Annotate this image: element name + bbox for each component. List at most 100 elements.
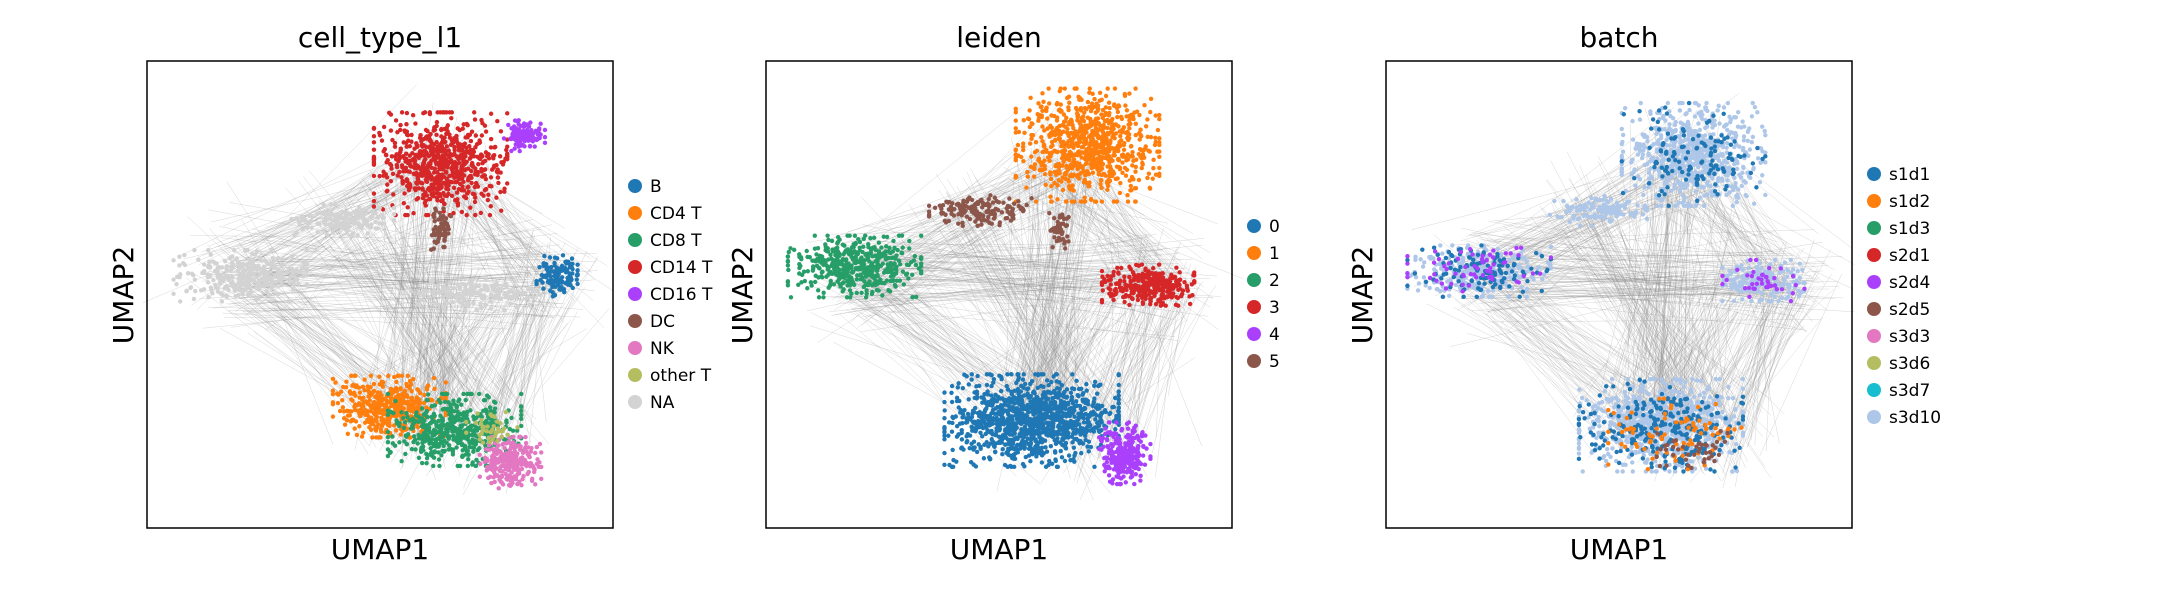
graph-edge (326, 243, 537, 420)
legend-marker (628, 368, 642, 382)
scatter-point-na (270, 283, 276, 289)
scatter-point-1 (1113, 122, 1119, 127)
scatter-point-cd8-t (385, 439, 391, 445)
scatter-point-cd8-t (410, 426, 415, 431)
scatter-point-na (279, 263, 284, 269)
scatter-point-cd4-t (371, 418, 376, 423)
scatter-point-nk (504, 465, 510, 471)
scatter-point-nk (493, 473, 498, 478)
scatter-point-na (294, 230, 299, 236)
graph-edge (369, 201, 495, 451)
scatter-point-cd14-t (385, 182, 390, 187)
scatter-point-cd14-t (388, 128, 394, 133)
scatter-point-na (317, 210, 322, 216)
scatter-point-1 (1013, 175, 1018, 180)
scatter-point-1 (1120, 170, 1125, 175)
scatter-point-cd14-t (505, 151, 510, 156)
scatter-point-cd14-t (412, 186, 418, 191)
scatter-point-cd8-t (510, 428, 516, 433)
scatter-point-1 (1090, 150, 1096, 155)
scatter-point-1 (1077, 172, 1082, 177)
scatter-point-nk (508, 478, 514, 484)
graph-edge (434, 186, 525, 263)
scatter-point-na (373, 219, 378, 225)
scatter-point-na (294, 267, 299, 273)
scatter-point-nk (528, 464, 533, 469)
scatter-point-cd14-t (505, 111, 510, 116)
scatter-point-1 (1148, 134, 1154, 140)
graph-edge (179, 142, 408, 257)
scatter-point-cd8-t (441, 433, 446, 438)
graph-edge (416, 286, 526, 423)
scatter-point-nk (518, 434, 523, 440)
scatter-point-cd8-t (465, 463, 471, 469)
scatter-point-b (569, 256, 575, 261)
scatter-point-cd8-t (420, 440, 425, 446)
scatter-point-nk (529, 478, 535, 484)
graph-edge (409, 314, 491, 425)
graph-edge (234, 276, 530, 290)
scatter-point-cd8-t (487, 405, 493, 410)
scatter-point-1 (1061, 123, 1066, 128)
scatter-point-cd8-t (414, 410, 419, 415)
graph-edge (253, 172, 401, 245)
scatter-point-nk (521, 461, 526, 467)
scatter-point-cd8-t (448, 410, 453, 416)
scatter-point-na (479, 295, 485, 301)
scatter-point-1 (1062, 86, 1067, 91)
scatter-point-1 (1099, 185, 1104, 191)
scatter-point-1 (1157, 142, 1162, 148)
scatter-point-1 (1070, 183, 1075, 188)
scatter-point-1 (1085, 99, 1091, 105)
scatter-point-na (223, 273, 228, 278)
scatter-point-na (201, 262, 207, 267)
scatter-point-cd4-t (366, 388, 371, 393)
scatter-point-cd14-t (468, 138, 474, 144)
scatter-point-nk (522, 457, 527, 463)
scatter-point-1 (1082, 195, 1087, 200)
graph-edge (219, 288, 369, 398)
scatter-point-cd14-t (494, 195, 499, 200)
scatter-point-1 (1086, 171, 1092, 177)
graph-edge (385, 240, 509, 425)
graph-edge (222, 312, 510, 330)
graph-edge (343, 207, 507, 428)
scatter-point-1 (1130, 163, 1135, 168)
scatter-point-na (436, 289, 441, 295)
scatter-point-na (462, 307, 468, 312)
graph-edge (274, 216, 440, 285)
scatter-point-cd14-t (495, 175, 501, 180)
scatter-point-1 (1106, 118, 1112, 124)
graph-edge (412, 199, 454, 403)
scatter-point-1 (1058, 102, 1063, 107)
scatter-point-na (377, 205, 382, 211)
scatter-point-na (291, 287, 296, 292)
scatter-point-1 (1048, 172, 1053, 177)
graph-edge (251, 267, 552, 306)
graph-edge (400, 310, 476, 401)
scatter-point-nk (520, 476, 525, 482)
scatter-point-cd4-t (330, 414, 336, 419)
scatter-point-cd14-t (413, 121, 418, 126)
scatter-point-b (570, 271, 575, 276)
scatter-point-cd14-t (450, 153, 455, 158)
scatter-point-cd4-t (431, 375, 437, 381)
scatter-point-cd14-t (449, 138, 455, 143)
scatter-point-na (247, 257, 253, 263)
scatter-point-cd8-t (401, 425, 407, 431)
scatter-point-1 (1105, 125, 1110, 131)
graph-edge (452, 202, 538, 317)
scatter-point-cd14-t (433, 159, 438, 165)
scatter-point-b (540, 280, 545, 285)
scatter-point-cd14-t (371, 134, 377, 139)
scatter-point-cd14-t (411, 165, 417, 170)
graph-edge (255, 252, 597, 263)
scatter-point-nk (531, 469, 537, 475)
scatter-point-1 (1053, 149, 1059, 154)
scatter-point-cd14-t (400, 179, 405, 184)
scatter-point-nk (508, 482, 514, 488)
scatter-point-na (188, 285, 193, 291)
scatter-point-cd4-t (363, 411, 369, 416)
scatter-point-na (421, 288, 427, 294)
